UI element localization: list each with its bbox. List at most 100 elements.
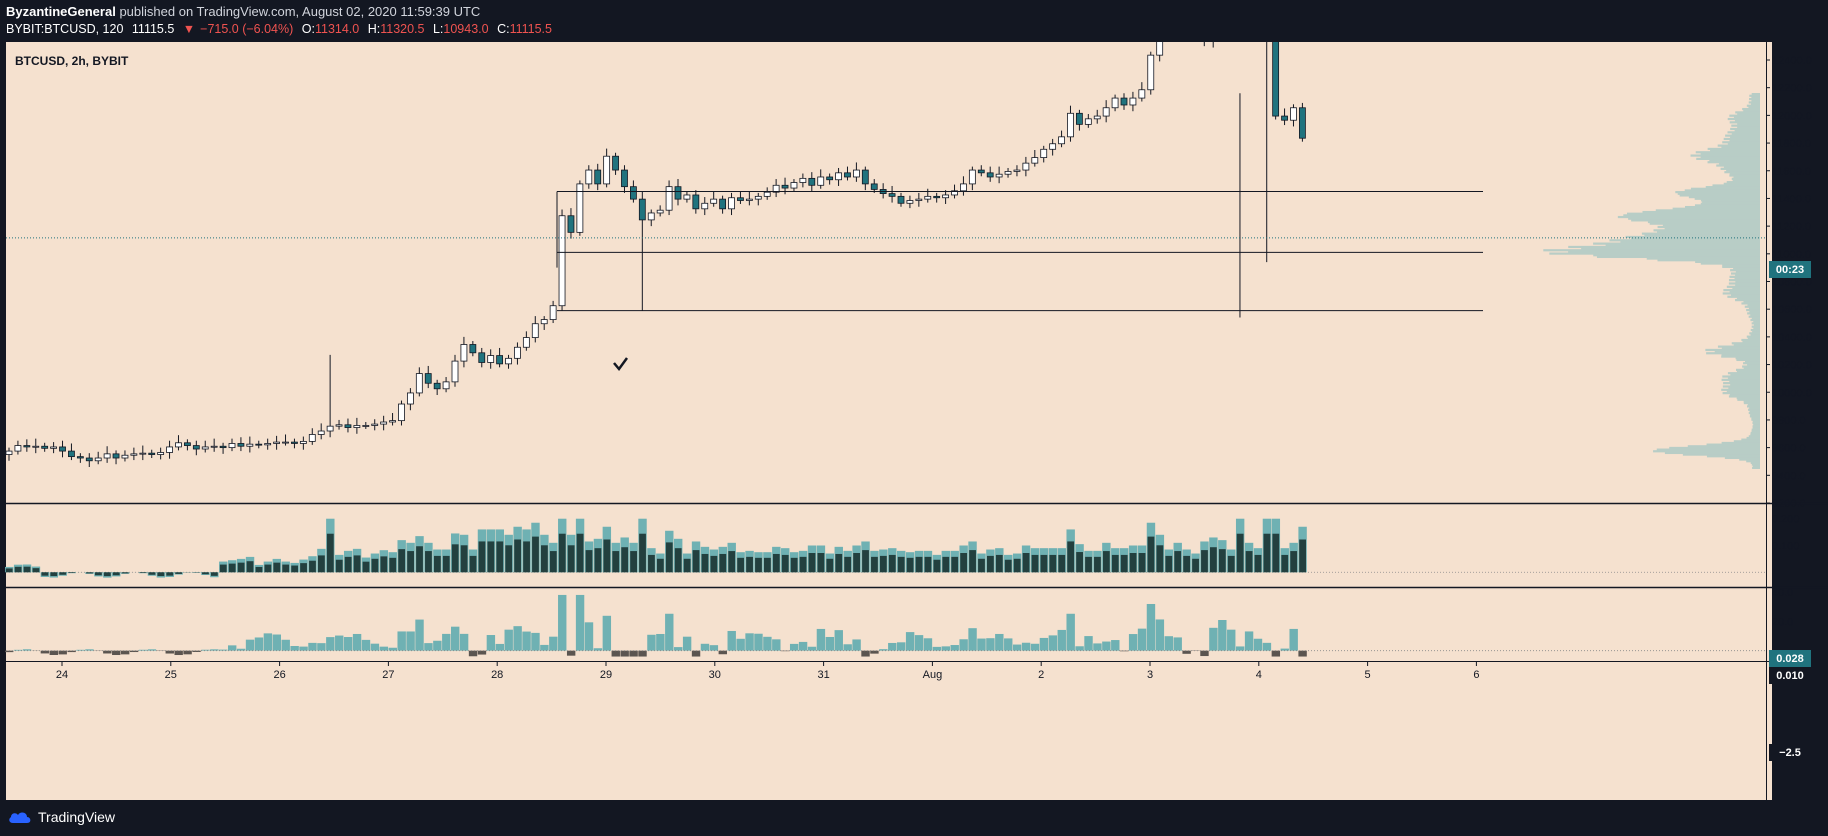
price-axis-label: 11200.0 bbox=[1772, 221, 1811, 233]
volume-profile-bar bbox=[1722, 375, 1760, 378]
candle-body bbox=[933, 195, 941, 199]
osc2-bar bbox=[923, 638, 933, 651]
volume-profile-bar bbox=[1748, 106, 1760, 109]
candle-body bbox=[76, 456, 84, 459]
osc2-bar bbox=[67, 650, 76, 653]
ohlc-line: BYBIT:BTCUSD, 120 11115.5 ▼ −715.0 (−6.04… bbox=[6, 22, 557, 36]
osc2-bar bbox=[1262, 642, 1272, 651]
osc2-bar bbox=[13, 649, 23, 651]
last-price: 11115.5 bbox=[131, 22, 175, 36]
osc1-inner-bar bbox=[1183, 555, 1191, 573]
osc2-bar bbox=[317, 643, 326, 651]
candle-body bbox=[763, 191, 771, 197]
volume-profile-bar bbox=[1733, 267, 1760, 270]
author-name[interactable]: ByzantineGeneral bbox=[6, 4, 116, 19]
osc1-inner-bar bbox=[897, 556, 905, 573]
tradingview-logo[interactable]: TradingView bbox=[8, 809, 115, 825]
candle-body bbox=[665, 186, 673, 211]
candle-body bbox=[728, 197, 735, 210]
volume-profile-bar bbox=[1662, 224, 1760, 227]
osc2-bar bbox=[486, 635, 496, 651]
osc1-inner-bar bbox=[648, 554, 655, 573]
price-axis-label: 10400.0 bbox=[1772, 332, 1812, 344]
time-axis-label: 31 bbox=[817, 669, 829, 681]
volume-profile-bar bbox=[1750, 313, 1760, 317]
osc1-inner-bar bbox=[772, 553, 780, 573]
volume-profile-bar bbox=[1718, 162, 1760, 165]
price-axis-label: 9200.0 bbox=[1772, 498, 1806, 510]
open-value: 11314.0 bbox=[314, 22, 360, 36]
volume-profile-bar bbox=[1735, 270, 1760, 273]
candle-body bbox=[442, 381, 450, 390]
candle-body bbox=[32, 445, 40, 448]
candle-body bbox=[5, 450, 13, 455]
osc1-inner-bar bbox=[746, 556, 753, 573]
osc2-bar bbox=[807, 646, 817, 651]
volume-profile-bar bbox=[1690, 154, 1760, 157]
volume-profile-bar bbox=[1746, 460, 1760, 463]
candle-body bbox=[1281, 115, 1288, 121]
candle-body bbox=[540, 319, 548, 325]
osc1-inner-bar bbox=[469, 555, 477, 573]
candle-body bbox=[1076, 112, 1083, 125]
osc2-bar bbox=[879, 649, 888, 651]
volume-profile-bar bbox=[1751, 418, 1760, 421]
volume-profile-bar bbox=[1684, 189, 1760, 192]
volume-profile-bar bbox=[1730, 272, 1760, 275]
time-axis-label: 28 bbox=[491, 669, 503, 681]
osc2-series bbox=[5, 594, 1307, 657]
volume-profile-bar bbox=[1736, 368, 1760, 371]
osc2-bar bbox=[727, 630, 736, 651]
volume-profile-bar bbox=[1735, 111, 1760, 114]
osc1-inner-bar bbox=[1022, 553, 1030, 573]
volume-profile-bar bbox=[1717, 144, 1760, 147]
osc1-inner-bar bbox=[1156, 545, 1164, 573]
osc2-bar bbox=[995, 633, 1004, 651]
osc2-bar bbox=[1004, 638, 1013, 651]
osc1-inner-bar bbox=[148, 572, 156, 575]
volume-profile-bar bbox=[1724, 456, 1760, 460]
osc2-bar bbox=[290, 646, 299, 651]
time-axis-label: 27 bbox=[382, 669, 394, 681]
candle-body bbox=[977, 169, 985, 174]
candle-body bbox=[451, 360, 459, 383]
osc2-bar bbox=[1128, 634, 1138, 651]
candle-body bbox=[1147, 54, 1155, 91]
volume-profile-bar bbox=[1727, 372, 1760, 375]
osc2-bar bbox=[495, 643, 504, 651]
volume-profile-bar bbox=[1753, 323, 1760, 327]
low-label: L: bbox=[432, 22, 444, 36]
osc2-bar bbox=[388, 647, 397, 651]
published-text: published on TradingView.com, August 02,… bbox=[119, 4, 481, 19]
symbol-interval: BYBIT:BTCUSD, 120 bbox=[6, 22, 124, 36]
osc2-bar bbox=[611, 650, 620, 657]
candle-body bbox=[888, 193, 896, 197]
volume-profile-bar bbox=[1728, 387, 1760, 390]
candle-body bbox=[514, 346, 521, 359]
volume-profile-bar bbox=[1721, 146, 1760, 149]
candle-body bbox=[371, 423, 379, 426]
volume-profile-bar bbox=[1750, 433, 1760, 436]
volume-profile-bar bbox=[1752, 330, 1760, 333]
osc2-bar bbox=[210, 649, 219, 651]
osc2-bar bbox=[343, 637, 353, 651]
volume-profile-bar bbox=[1735, 280, 1760, 283]
osc1-inner-bar bbox=[219, 564, 227, 573]
candle-body bbox=[960, 183, 967, 192]
osc1-inner-bar bbox=[924, 556, 932, 573]
price-axis-label: 11000.0 bbox=[1772, 249, 1811, 261]
osc2-bar bbox=[781, 650, 790, 652]
volume-profile-bar bbox=[1628, 217, 1760, 220]
osc2-bar bbox=[656, 633, 665, 651]
osc1-inner-bar bbox=[1120, 554, 1128, 573]
osc2-bar bbox=[709, 645, 719, 651]
volume-profile-bar bbox=[1737, 398, 1760, 401]
osc1-inner-bar bbox=[1111, 554, 1119, 573]
osc2-bar bbox=[593, 648, 603, 651]
candle-body bbox=[1022, 162, 1030, 171]
chart-area[interactable]: 12400.0 12200.0 12000.0 11800.0 11600.0 11400… bbox=[0, 42, 1828, 800]
low-value: 10943.0 bbox=[443, 22, 489, 36]
osc2-bar bbox=[40, 650, 50, 654]
osc1-inner-bar bbox=[460, 545, 468, 573]
candle-body bbox=[273, 441, 281, 444]
